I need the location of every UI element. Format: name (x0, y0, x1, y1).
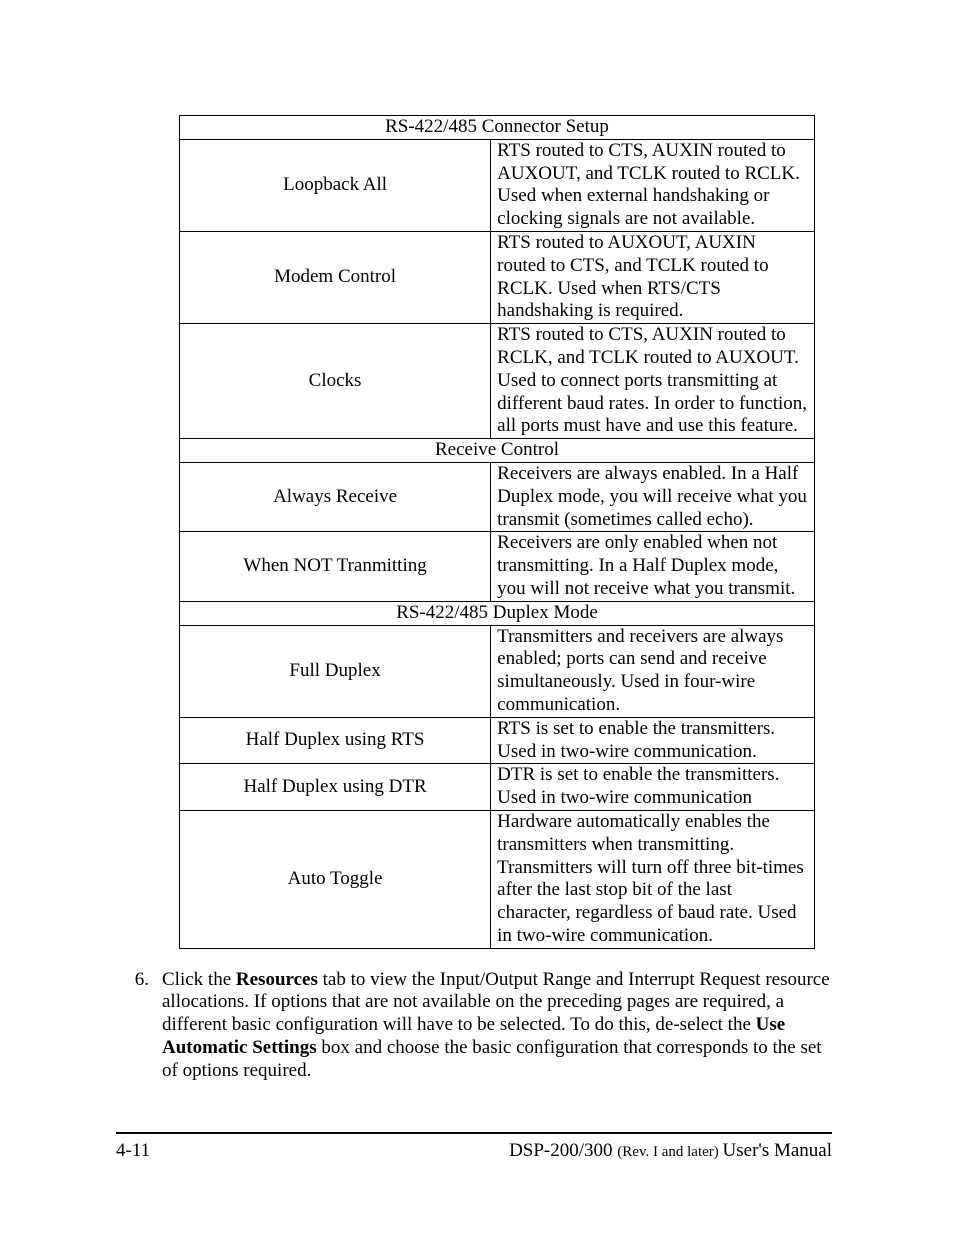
row-label: Full Duplex (180, 625, 491, 717)
instruction-number: 6. (116, 969, 162, 1083)
row-label: When NOT Tranmitting (180, 532, 491, 601)
footer-manual-title: DSP-200/300 (Rev. I and later) User's Ma… (509, 1140, 832, 1163)
page-footer: 4-11 DSP-200/300 (Rev. I and later) User… (116, 1132, 832, 1163)
footer-page-number: 4-11 (116, 1140, 150, 1163)
footer-rule (116, 1132, 832, 1134)
table-row: When NOT Tranmitting Receivers are only … (180, 532, 815, 601)
table-row: Auto Toggle Hardware automatically enabl… (180, 810, 815, 948)
page: RS-422/485 Connector Setup Loopback All … (0, 0, 954, 1235)
section-header-receive-control: Receive Control (180, 439, 815, 463)
row-desc: RTS routed to AUXOUT, AUXIN routed to CT… (491, 231, 815, 323)
row-label: Clocks (180, 324, 491, 439)
footer-revision: (Rev. I and later) (617, 1144, 722, 1160)
table-row: Loopback All RTS routed to CTS, AUXIN ro… (180, 139, 815, 231)
row-label: Half Duplex using RTS (180, 717, 491, 764)
instruction-bold-resources: Resources (236, 969, 318, 990)
footer-model: DSP-200/300 (509, 1140, 617, 1161)
row-desc: Receivers are only enabled when not tran… (491, 532, 815, 601)
row-desc: Receivers are always enabled. In a Half … (491, 462, 815, 531)
section-header-connector-setup: RS-422/485 Connector Setup (180, 116, 815, 140)
row-desc: DTR is set to enable the transmitters. U… (491, 764, 815, 811)
settings-table: RS-422/485 Connector Setup Loopback All … (179, 115, 815, 949)
instruction-step: 6. Click the Resources tab to view the I… (116, 969, 838, 1083)
table-row: Always Receive Receivers are always enab… (180, 462, 815, 531)
table-row: Full Duplex Transmitters and receivers a… (180, 625, 815, 717)
row-desc: RTS routed to CTS, AUXIN routed to RCLK,… (491, 324, 815, 439)
row-desc: Hardware automatically enables the trans… (491, 810, 815, 948)
row-desc: Transmitters and receivers are always en… (491, 625, 815, 717)
row-label: Modem Control (180, 231, 491, 323)
row-label: Half Duplex using DTR (180, 764, 491, 811)
table-row: Half Duplex using DTR DTR is set to enab… (180, 764, 815, 811)
row-desc: RTS routed to CTS, AUXIN routed to AUXOU… (491, 139, 815, 231)
instruction-body: Click the Resources tab to view the Inpu… (162, 969, 838, 1083)
table-row: Clocks RTS routed to CTS, AUXIN routed t… (180, 324, 815, 439)
section-header-duplex-mode: RS-422/485 Duplex Mode (180, 601, 815, 625)
row-label: Always Receive (180, 462, 491, 531)
row-desc: RTS is set to enable the transmitters. U… (491, 717, 815, 764)
footer-manual: User's Manual (723, 1140, 832, 1161)
instruction-text: Click the (162, 969, 236, 990)
row-label: Auto Toggle (180, 810, 491, 948)
table-row: Half Duplex using RTS RTS is set to enab… (180, 717, 815, 764)
row-label: Loopback All (180, 139, 491, 231)
table-row: Modem Control RTS routed to AUXOUT, AUXI… (180, 231, 815, 323)
